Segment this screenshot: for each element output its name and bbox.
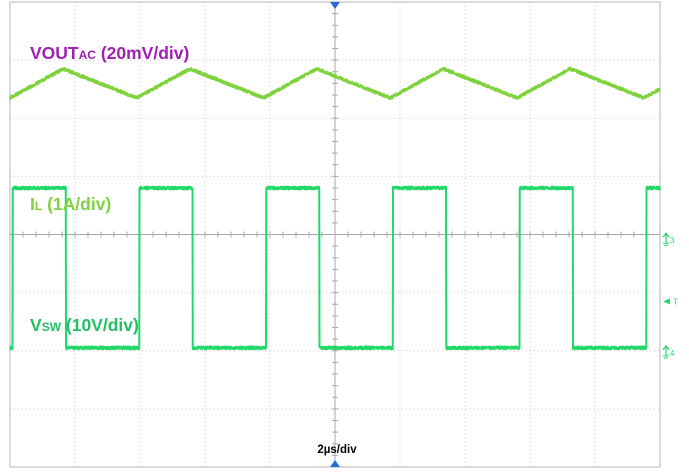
trace-series-1 [9,66,661,101]
channel-marker-vsw-ch4-arrow [662,344,670,351]
channel-marker-vsw-ch3: 3 [662,232,675,246]
trigger-position-top [330,2,340,9]
channel-marker-vsw-ch3-arrow [662,232,670,238]
trigger-position-bottom [330,460,340,467]
channel-markers: 234T [662,232,678,359]
series-label-vsw: VSW (10V/div) [30,315,139,335]
trigger-level-label: T [673,297,678,306]
channel-marker-vsw-ch4-number: 4 [670,349,675,358]
trace-series-2 [9,185,661,351]
waveform-traces [9,66,661,351]
series-label-il: IL (1A/div) [30,194,111,214]
timebase-label: 2µs/div [317,444,357,456]
channel-marker-vsw-ch3-number: 3 [670,236,675,245]
graticule-grid [9,1,661,468]
series-label-vout: VOUTAC (20mV/div) [30,43,189,63]
trigger-level-arrow [663,298,670,305]
channel-marker-vsw-ch4: 4 [662,344,675,359]
